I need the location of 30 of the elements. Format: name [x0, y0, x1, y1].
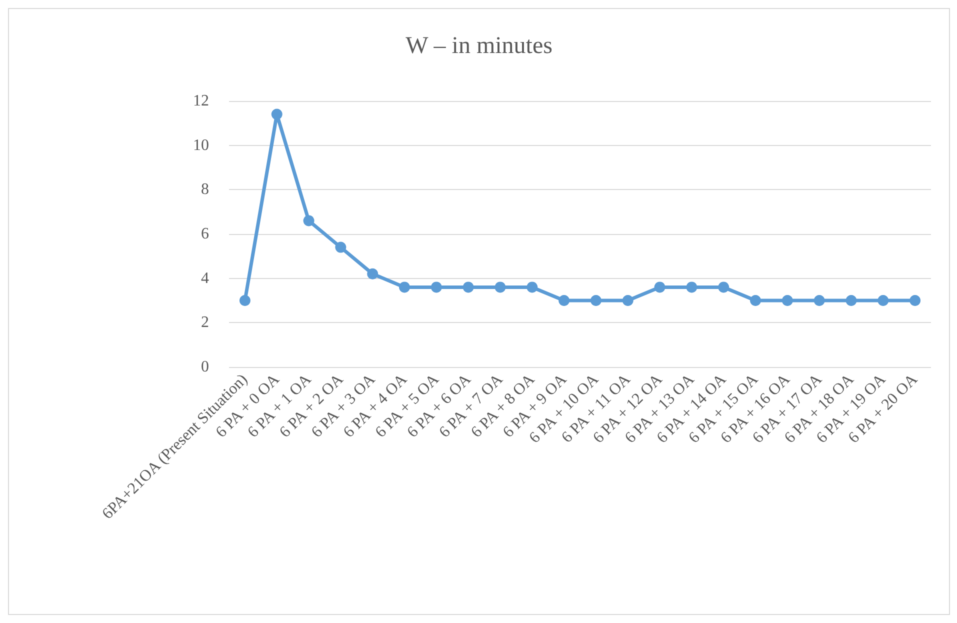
point [303, 215, 314, 226]
y-tick-label: 4 [201, 270, 209, 287]
point [239, 295, 250, 306]
point [654, 282, 666, 293]
point [622, 295, 634, 306]
point [494, 282, 506, 293]
y-tick-label: 12 [193, 92, 209, 110]
point [430, 282, 442, 293]
point [910, 295, 921, 306]
y-tick-label: 2 [201, 314, 209, 332]
point [718, 282, 730, 293]
chart-title: W – in minutes [406, 33, 552, 59]
point [782, 295, 793, 306]
y-tick-label: 8 [201, 181, 209, 198]
point [846, 295, 857, 306]
y-tick-label: 6 [201, 226, 209, 242]
point [686, 282, 698, 293]
point [271, 108, 282, 120]
point [590, 295, 602, 306]
y-tick-label: 0 [201, 358, 209, 376]
point [750, 295, 761, 306]
point [399, 282, 410, 293]
point [878, 295, 889, 306]
point [462, 282, 474, 293]
y-tick-label: 10 [193, 136, 209, 154]
point [558, 295, 570, 306]
point [526, 282, 538, 293]
point [814, 295, 825, 306]
point [335, 242, 346, 253]
point [367, 268, 378, 280]
